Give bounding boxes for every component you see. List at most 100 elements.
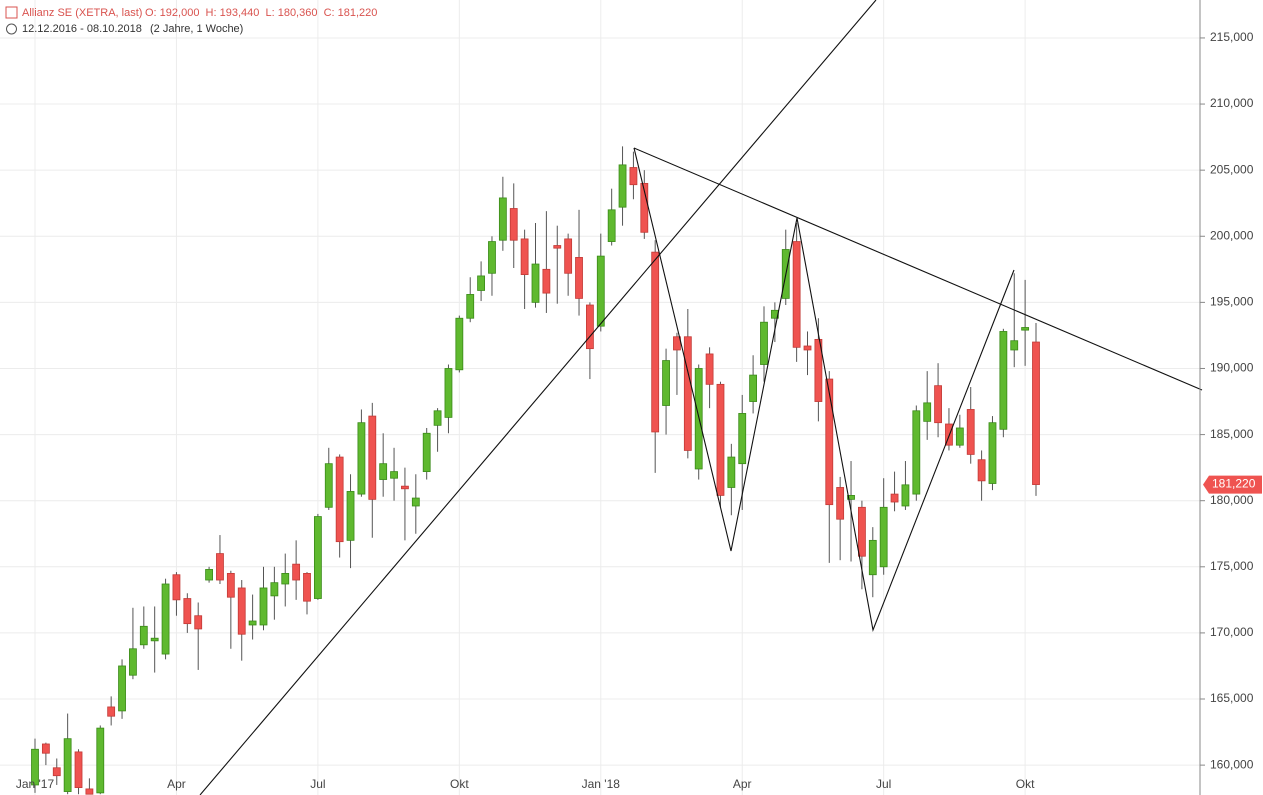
y-tick-label: 195,000 (1210, 295, 1254, 309)
candle-body (977, 459, 986, 482)
candle-body (825, 378, 834, 506)
candle-body (509, 208, 518, 241)
candle-body (292, 563, 301, 581)
candle-body (390, 471, 398, 479)
candle-body (270, 582, 279, 597)
chart-title: Allianz SE (XETRA, last) (22, 7, 142, 19)
candle-body (531, 263, 540, 303)
candle-body (575, 257, 583, 299)
x-tick-label: Apr (167, 777, 186, 791)
candle-body (738, 413, 747, 465)
candle-body (651, 251, 660, 433)
candle-body (313, 516, 322, 599)
candle-body (586, 304, 594, 350)
y-tick-label: 215,000 (1210, 30, 1254, 44)
candle-body (607, 209, 616, 242)
candle-body (41, 743, 50, 754)
candle-body (433, 410, 442, 426)
candle-body (118, 665, 126, 712)
candle-body (912, 410, 921, 495)
candle-body (216, 553, 224, 581)
y-tick-label: 180,000 (1210, 493, 1254, 507)
candle-body (683, 336, 692, 451)
trend-line (633, 147, 1203, 391)
candle-body (281, 573, 290, 585)
zigzag-line (633, 147, 1015, 632)
candle-body (966, 409, 975, 455)
candle-body (31, 748, 39, 786)
candle-body (847, 495, 855, 500)
y-tick-label: 165,000 (1210, 691, 1254, 705)
candle-body (324, 463, 333, 508)
candle-body (259, 587, 268, 626)
candle-body (205, 569, 213, 581)
candle-body (96, 727, 105, 794)
x-tick-label: Jan '18 (582, 777, 621, 791)
date-range: 12.12.2016 - 08.10.2018 (22, 23, 142, 35)
candle-body (411, 497, 420, 507)
candle-body (803, 345, 812, 351)
candle-body (923, 402, 932, 422)
x-tick-label: Apr (733, 777, 752, 791)
candle-body (466, 294, 475, 319)
candle-body (640, 182, 649, 233)
y-tick-label: 185,000 (1210, 427, 1254, 441)
candle-body (455, 317, 464, 371)
candle-body (1021, 327, 1030, 331)
candle-body (139, 625, 148, 646)
candle-body (858, 506, 866, 557)
candle-body (1010, 340, 1019, 351)
y-tick-label: 190,000 (1210, 361, 1254, 375)
y-tick-label: 160,000 (1210, 757, 1254, 771)
last-price-label: 181,220 (1212, 477, 1256, 491)
y-tick-label: 205,000 (1210, 162, 1254, 176)
candle-body (172, 574, 181, 601)
candle-body (183, 598, 192, 625)
candle-body (705, 353, 714, 385)
grid-layer (0, 0, 1200, 795)
candle-body (401, 485, 409, 490)
candle-body (379, 463, 388, 480)
candles-layer (31, 146, 1040, 795)
candle-body (662, 360, 670, 406)
candle-body (335, 456, 344, 543)
trend-line (199, 0, 877, 795)
candle-body (150, 637, 159, 642)
x-tick-label: Okt (1016, 777, 1035, 791)
candle-body (542, 268, 551, 294)
candle-body (248, 620, 257, 626)
candle-body (237, 587, 246, 635)
header-icon (5, 6, 18, 19)
candle-body (129, 648, 137, 676)
candle-body (194, 615, 203, 630)
candle-body (814, 338, 823, 402)
candle-body (63, 738, 72, 792)
candle-body (890, 493, 899, 503)
candle-body (749, 374, 758, 402)
candle-body (520, 238, 529, 276)
candle-body (629, 167, 638, 186)
x-tick-label: Jan '17 (16, 777, 55, 791)
candle-body (868, 539, 877, 576)
candle-body (879, 506, 888, 568)
x-tick-label: Jul (876, 777, 891, 791)
candle-body (74, 751, 83, 788)
candle-body (303, 573, 311, 602)
ohlc-text: O: 192,000 H: 193,440 L: 180,360 C: 181,… (145, 7, 377, 19)
last-price-marker (1203, 475, 1262, 494)
candle-body (357, 422, 366, 495)
candle-body (727, 456, 736, 488)
candle-body (226, 573, 235, 598)
candle-body (716, 383, 725, 496)
candle-body (477, 275, 485, 291)
candle-body (673, 336, 681, 351)
y-tick-label: 175,000 (1210, 559, 1254, 573)
candle-body (901, 484, 910, 507)
candle-body (1032, 341, 1040, 485)
span-text: (2 Jahre, 1 Woche) (150, 23, 243, 35)
candle-body (107, 706, 116, 717)
y-tick-label: 200,000 (1210, 228, 1254, 242)
candle-body (498, 197, 507, 241)
x-tick-label: Jul (310, 777, 325, 791)
